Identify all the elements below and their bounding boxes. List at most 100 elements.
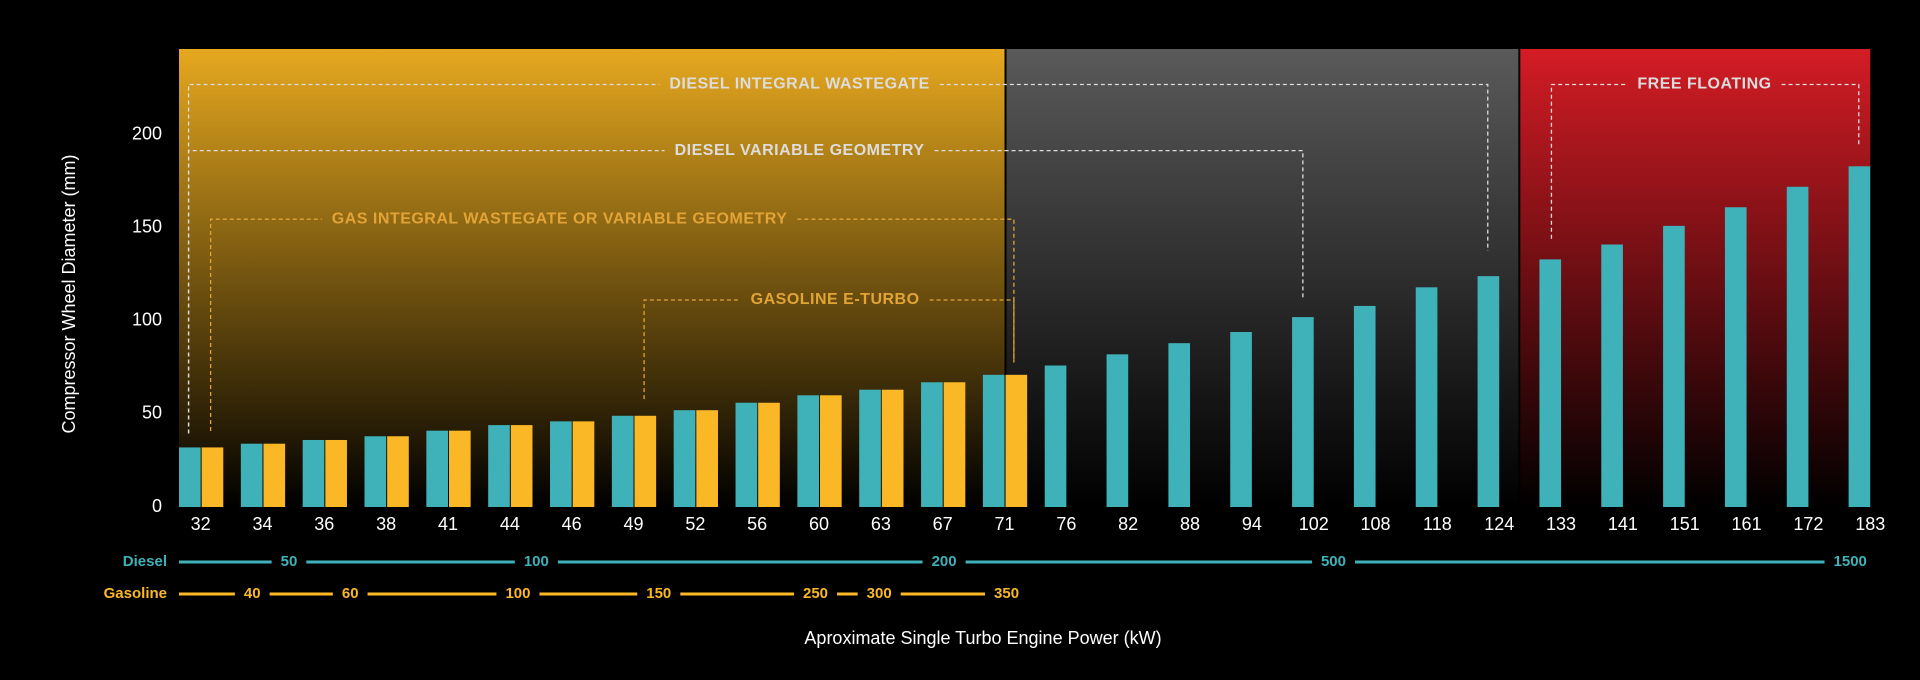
annotation: DIESEL INTEGRAL WASTEGATE [669, 76, 930, 93]
power-tick-label: 60 [342, 585, 359, 602]
label-gap [794, 588, 838, 600]
bar [1663, 225, 1685, 507]
bar [1292, 317, 1314, 507]
y-tick-label: 100 [132, 310, 162, 330]
bar [696, 410, 718, 507]
annotation-bracket [939, 83, 1489, 252]
annotation: GAS INTEGRAL WASTEGATE OR VARIABLE GEOME… [332, 210, 788, 227]
y-tick-label: 0 [152, 496, 162, 516]
bar [302, 439, 325, 507]
x-tick-label: 108 [1361, 514, 1391, 534]
bar [634, 415, 657, 507]
annotation-bracket [187, 149, 665, 434]
annotation: DIESEL VARIABLE GEOMETRY [675, 142, 925, 159]
power-tick-label: 300 [867, 585, 892, 602]
annotation: GASOLINE E-TURBO [751, 291, 920, 308]
x-tick-label: 71 [995, 514, 1015, 534]
annotation-bracket [797, 218, 1015, 363]
annotation: FREE FLOATING [1637, 76, 1771, 93]
row-label: Diesel [123, 553, 167, 570]
power-tick-label: 40 [244, 585, 261, 602]
annotation-bracket [934, 149, 1304, 298]
annotation-bracket [643, 299, 741, 400]
x-tick-label: 56 [747, 514, 767, 534]
bar [1230, 331, 1252, 507]
x-tick-label: 46 [562, 514, 582, 534]
x-tick-label: 102 [1299, 514, 1329, 534]
label-gap [637, 588, 681, 600]
power-tick-label: 100 [524, 553, 549, 570]
label-gap [985, 588, 1029, 600]
x-tick-label: 151 [1670, 514, 1700, 534]
label-gap [496, 588, 540, 600]
x-tick-label: 67 [933, 514, 953, 534]
bar [921, 382, 943, 507]
x-tick-label: 49 [623, 514, 643, 534]
row-label: Gasoline [104, 585, 167, 602]
bar [611, 415, 634, 507]
annotation-bracket [1550, 83, 1628, 239]
bar [263, 443, 286, 507]
x-tick-label: 52 [685, 514, 705, 534]
bar [426, 430, 448, 507]
x-tick-label: 76 [1056, 514, 1076, 534]
label-gap [514, 556, 558, 568]
x-tick-label: 82 [1118, 514, 1138, 534]
bar [1353, 305, 1376, 507]
region [1520, 49, 1871, 507]
x-tick-label: 32 [191, 514, 211, 534]
power-tick-label: 350 [994, 585, 1019, 602]
x-tick-label: 141 [1608, 514, 1638, 534]
label-gap [271, 556, 307, 568]
region [1006, 49, 1519, 507]
x-tick-label: 133 [1546, 514, 1576, 534]
x-tick-label: 34 [252, 514, 272, 534]
bar [673, 410, 696, 507]
annotation-bracket [209, 218, 322, 432]
label-gap [922, 556, 966, 568]
bar [758, 402, 780, 507]
bar [982, 374, 1005, 507]
bar [1601, 244, 1623, 508]
label-gap [234, 588, 270, 600]
bar [1477, 276, 1500, 507]
bar [1106, 354, 1129, 507]
bar [387, 436, 409, 507]
x-tick-label: 88 [1180, 514, 1200, 534]
label-gap [1311, 556, 1355, 568]
power-tick-label: 150 [646, 585, 671, 602]
bar [325, 439, 347, 507]
bar [510, 425, 533, 507]
bar [364, 436, 387, 507]
x-tick-label: 44 [500, 514, 520, 534]
bar [448, 430, 471, 507]
bar [797, 395, 820, 507]
power-tick-label: 500 [1321, 553, 1346, 570]
label-gap [332, 588, 368, 600]
bar [1724, 207, 1747, 508]
x-tick-label: 172 [1793, 514, 1823, 534]
power-tick-label: 200 [932, 553, 957, 570]
x-tick-label: 41 [438, 514, 458, 534]
bar [488, 425, 510, 507]
x-axis-label: Aproximate Single Turbo Engine Power (kW… [804, 628, 1161, 648]
bar [179, 447, 201, 507]
bar [1539, 259, 1562, 507]
bar [1848, 166, 1871, 508]
annotation-bracket [929, 299, 1015, 363]
y-tick-label: 50 [142, 403, 162, 423]
bar [550, 421, 572, 507]
x-tick-label: 63 [871, 514, 891, 534]
y-tick-label: 200 [132, 123, 162, 143]
bar [1786, 186, 1809, 508]
bar [943, 382, 966, 507]
x-tick-label: 118 [1423, 514, 1452, 534]
power-tick-label: 100 [505, 585, 530, 602]
x-tick-label: 94 [1242, 514, 1262, 534]
bar [1044, 365, 1067, 507]
bar [572, 421, 595, 507]
bar [240, 443, 263, 507]
bar [735, 402, 758, 507]
x-tick-label: 36 [314, 514, 334, 534]
